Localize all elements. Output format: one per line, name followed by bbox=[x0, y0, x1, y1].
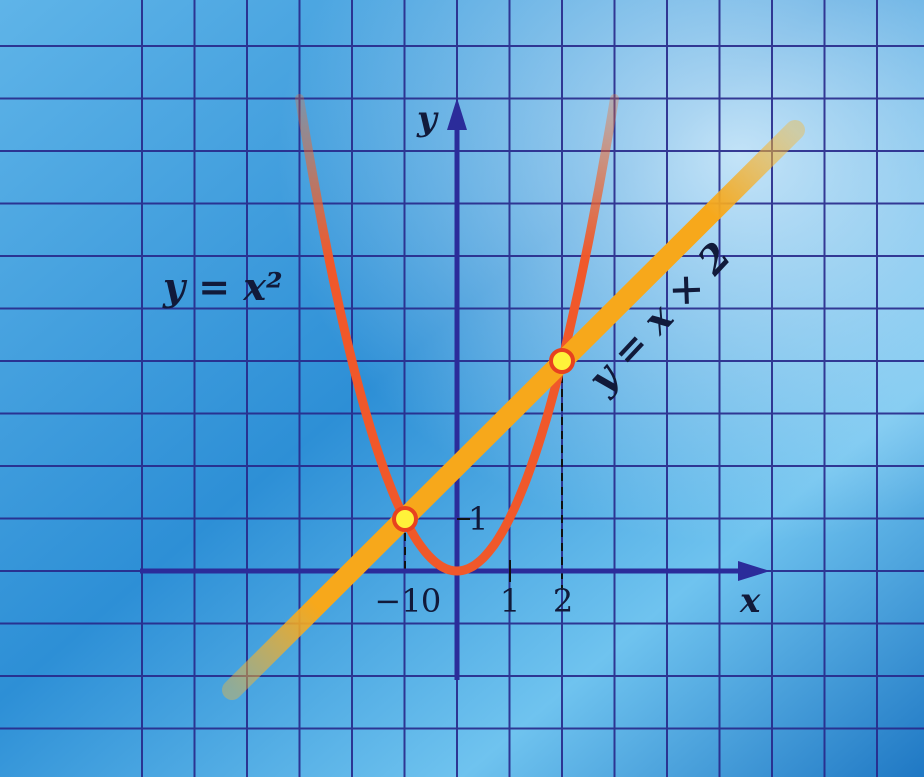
curve-label: y = x² bbox=[162, 264, 283, 309]
line bbox=[222, 120, 805, 700]
intersection bbox=[392, 506, 418, 532]
guides bbox=[404, 361, 563, 590]
x-tick-label: 2 bbox=[553, 582, 573, 620]
intersection bbox=[549, 348, 575, 374]
x-label: x bbox=[739, 581, 761, 621]
x-arrow bbox=[738, 561, 770, 581]
x-tick-label: 1 bbox=[500, 582, 520, 620]
x-tick-label: −1 bbox=[374, 582, 421, 620]
y-label: y bbox=[416, 99, 439, 139]
y-tick-label: 1 bbox=[468, 500, 488, 538]
x-tick-label: 0 bbox=[421, 582, 441, 620]
y-arrow bbox=[447, 98, 467, 130]
